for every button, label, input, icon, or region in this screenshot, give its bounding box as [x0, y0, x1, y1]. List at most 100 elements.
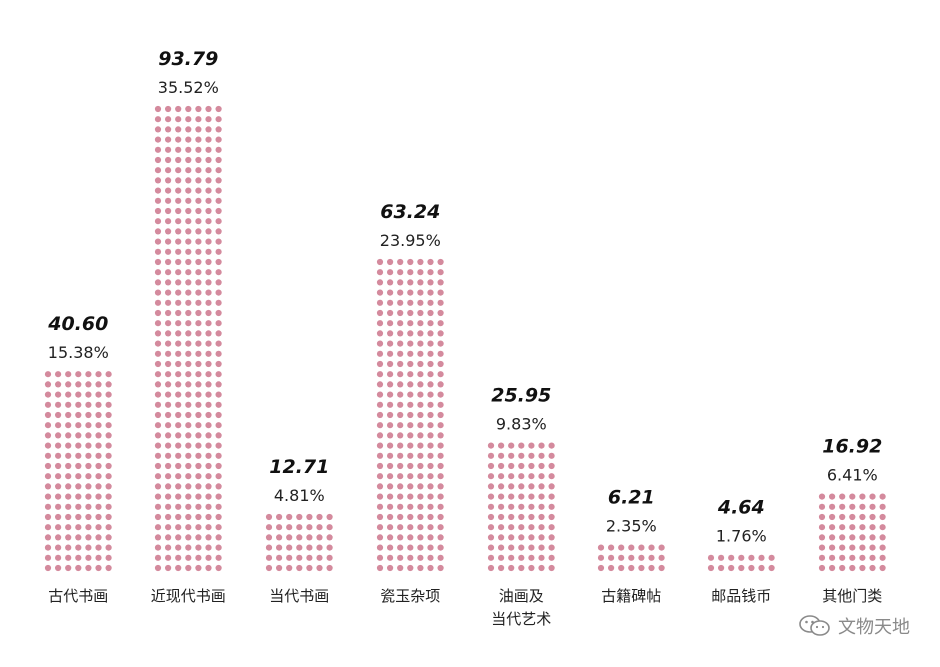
bar-dot	[215, 299, 222, 306]
bar-dot	[376, 493, 384, 500]
bar-dot	[508, 513, 515, 521]
bar-dot	[818, 554, 826, 561]
bar-dot	[397, 340, 404, 347]
bar-dot	[528, 452, 535, 459]
bar-dot	[427, 564, 434, 572]
bar-dot	[487, 524, 495, 531]
bar-dot	[818, 524, 826, 531]
bar-dot	[205, 432, 212, 439]
bar-dot	[707, 554, 715, 561]
bar-dot	[154, 422, 162, 429]
bar-dot	[195, 156, 202, 164]
bar-dot	[195, 411, 202, 419]
bar-dot	[417, 381, 424, 388]
bar-dot	[437, 554, 444, 561]
bar-dot	[387, 350, 394, 357]
bar-dot	[538, 442, 545, 449]
bar-dot	[175, 513, 182, 521]
bar-dot	[154, 258, 162, 266]
bar-dot	[498, 524, 505, 531]
bar-dot	[417, 534, 424, 541]
bar-dot	[195, 350, 202, 357]
bar-dot	[548, 513, 555, 521]
bar-dot	[165, 483, 172, 490]
bar-dot	[85, 381, 92, 388]
value-label: 16.92	[822, 435, 882, 457]
bar-dot	[154, 350, 162, 357]
bar-dot	[215, 167, 222, 174]
bar-dot	[397, 422, 404, 429]
bar-dot	[548, 493, 555, 500]
bar-dot	[768, 564, 775, 572]
bar-dot	[75, 422, 82, 429]
bar-dot	[818, 534, 826, 541]
bar-dot	[437, 391, 444, 398]
bar-dot	[85, 513, 92, 521]
bar-dot	[538, 483, 545, 490]
bar-dot	[528, 534, 535, 541]
bar-dot	[175, 105, 182, 113]
bar-dot	[508, 534, 515, 541]
bar-dot	[376, 442, 384, 449]
bar-dot	[175, 218, 182, 225]
watermark-text: 文物天地	[838, 617, 910, 638]
bar-dot	[387, 442, 394, 449]
bar-dot	[195, 320, 202, 327]
bar-dot	[437, 401, 444, 408]
bar-dot	[376, 483, 384, 490]
bar-dot	[215, 350, 222, 357]
bar-dot	[437, 534, 444, 541]
bar-dot	[265, 564, 273, 572]
bar-dot	[387, 371, 394, 378]
bar-dot	[376, 524, 384, 531]
bar-dot	[95, 401, 102, 408]
bar-dot	[376, 452, 384, 459]
bar-dot	[215, 146, 222, 153]
bar-dot	[205, 524, 212, 531]
bar-dot	[154, 105, 162, 113]
bar-dot	[85, 564, 92, 572]
bar-dot	[427, 473, 434, 480]
bar-dot	[879, 503, 886, 510]
bar-dot	[65, 411, 72, 419]
bar-dot	[55, 462, 62, 470]
bar-dot	[175, 126, 182, 133]
bar-dot	[165, 279, 172, 286]
bar-dot	[518, 483, 525, 490]
bar-dot	[738, 554, 745, 561]
bar-dot	[195, 564, 202, 572]
bar-dot	[154, 544, 162, 551]
bar-dot	[417, 371, 424, 378]
bar-dot	[195, 177, 202, 184]
bar-dot	[829, 544, 836, 551]
bar-dot	[839, 513, 846, 521]
bar-dot	[387, 473, 394, 480]
bar-dot	[65, 401, 72, 408]
bar-dot	[205, 513, 212, 521]
bar-dot	[215, 503, 222, 510]
bar-dot	[75, 391, 82, 398]
bar-dot	[55, 513, 62, 521]
bar-dot	[508, 524, 515, 531]
bar-dot	[397, 258, 404, 266]
bar-dot	[175, 146, 182, 153]
bar-dot	[869, 524, 876, 531]
bar-dot	[427, 452, 434, 459]
bar-2	[154, 105, 222, 572]
bar-dot	[427, 513, 434, 521]
bar-dot	[326, 534, 333, 541]
bar-dot	[427, 350, 434, 357]
bar-dot	[205, 126, 212, 133]
bar-dot	[397, 371, 404, 378]
bar-dot	[498, 503, 505, 510]
bar-dot	[85, 422, 92, 429]
bar-dot	[165, 248, 172, 255]
bar-dot	[165, 350, 172, 357]
bar-dot	[276, 554, 283, 561]
bar-dot	[215, 269, 222, 276]
bar-dot	[55, 442, 62, 449]
bar-dot	[417, 340, 424, 347]
bar-3	[265, 513, 333, 572]
bar-dot	[407, 544, 414, 551]
